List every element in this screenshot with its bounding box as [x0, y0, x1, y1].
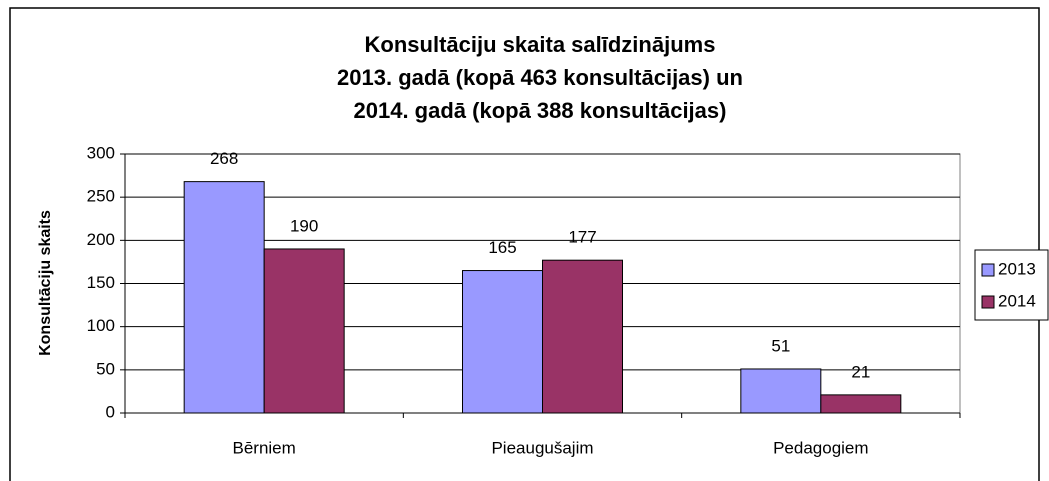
bar [263, 248, 345, 414]
legend-label: 2014 [998, 291, 1036, 310]
data-label: 165 [488, 238, 516, 257]
data-label: 177 [568, 228, 596, 247]
data-label: 51 [771, 336, 790, 355]
chart-title: 2014. gadā (kopā 388 konsultācijas) [354, 98, 727, 123]
chart-title: Konsultāciju skaita salīdzinājums [365, 32, 716, 57]
bar [740, 368, 822, 414]
legend-label: 2013 [998, 259, 1036, 278]
chart-title: 2013. gadā (kopā 463 konsultācijas) un [337, 65, 743, 90]
bar [183, 181, 265, 414]
y-tick-label: 300 [87, 143, 115, 162]
x-tick-label: Pieaugušajim [491, 438, 593, 457]
y-tick-label: 100 [87, 316, 115, 335]
y-tick-label: 150 [87, 273, 115, 292]
bar [542, 259, 623, 414]
bar [462, 270, 543, 414]
bar [820, 394, 902, 414]
y-tick-label: 0 [106, 402, 115, 421]
x-tick-label: Bērniem [233, 438, 296, 457]
x-tick-label: Pedagogiem [773, 438, 868, 457]
data-label: 190 [290, 216, 318, 235]
y-tick-label: 200 [87, 230, 115, 249]
legend-swatch [981, 263, 995, 277]
y-tick-label: 250 [87, 187, 115, 206]
y-axis-label: Konsultāciju skaits [37, 210, 54, 356]
data-label: 268 [210, 149, 238, 168]
data-label: 21 [851, 362, 870, 381]
y-tick-label: 50 [96, 359, 115, 378]
legend-swatch [981, 295, 995, 309]
